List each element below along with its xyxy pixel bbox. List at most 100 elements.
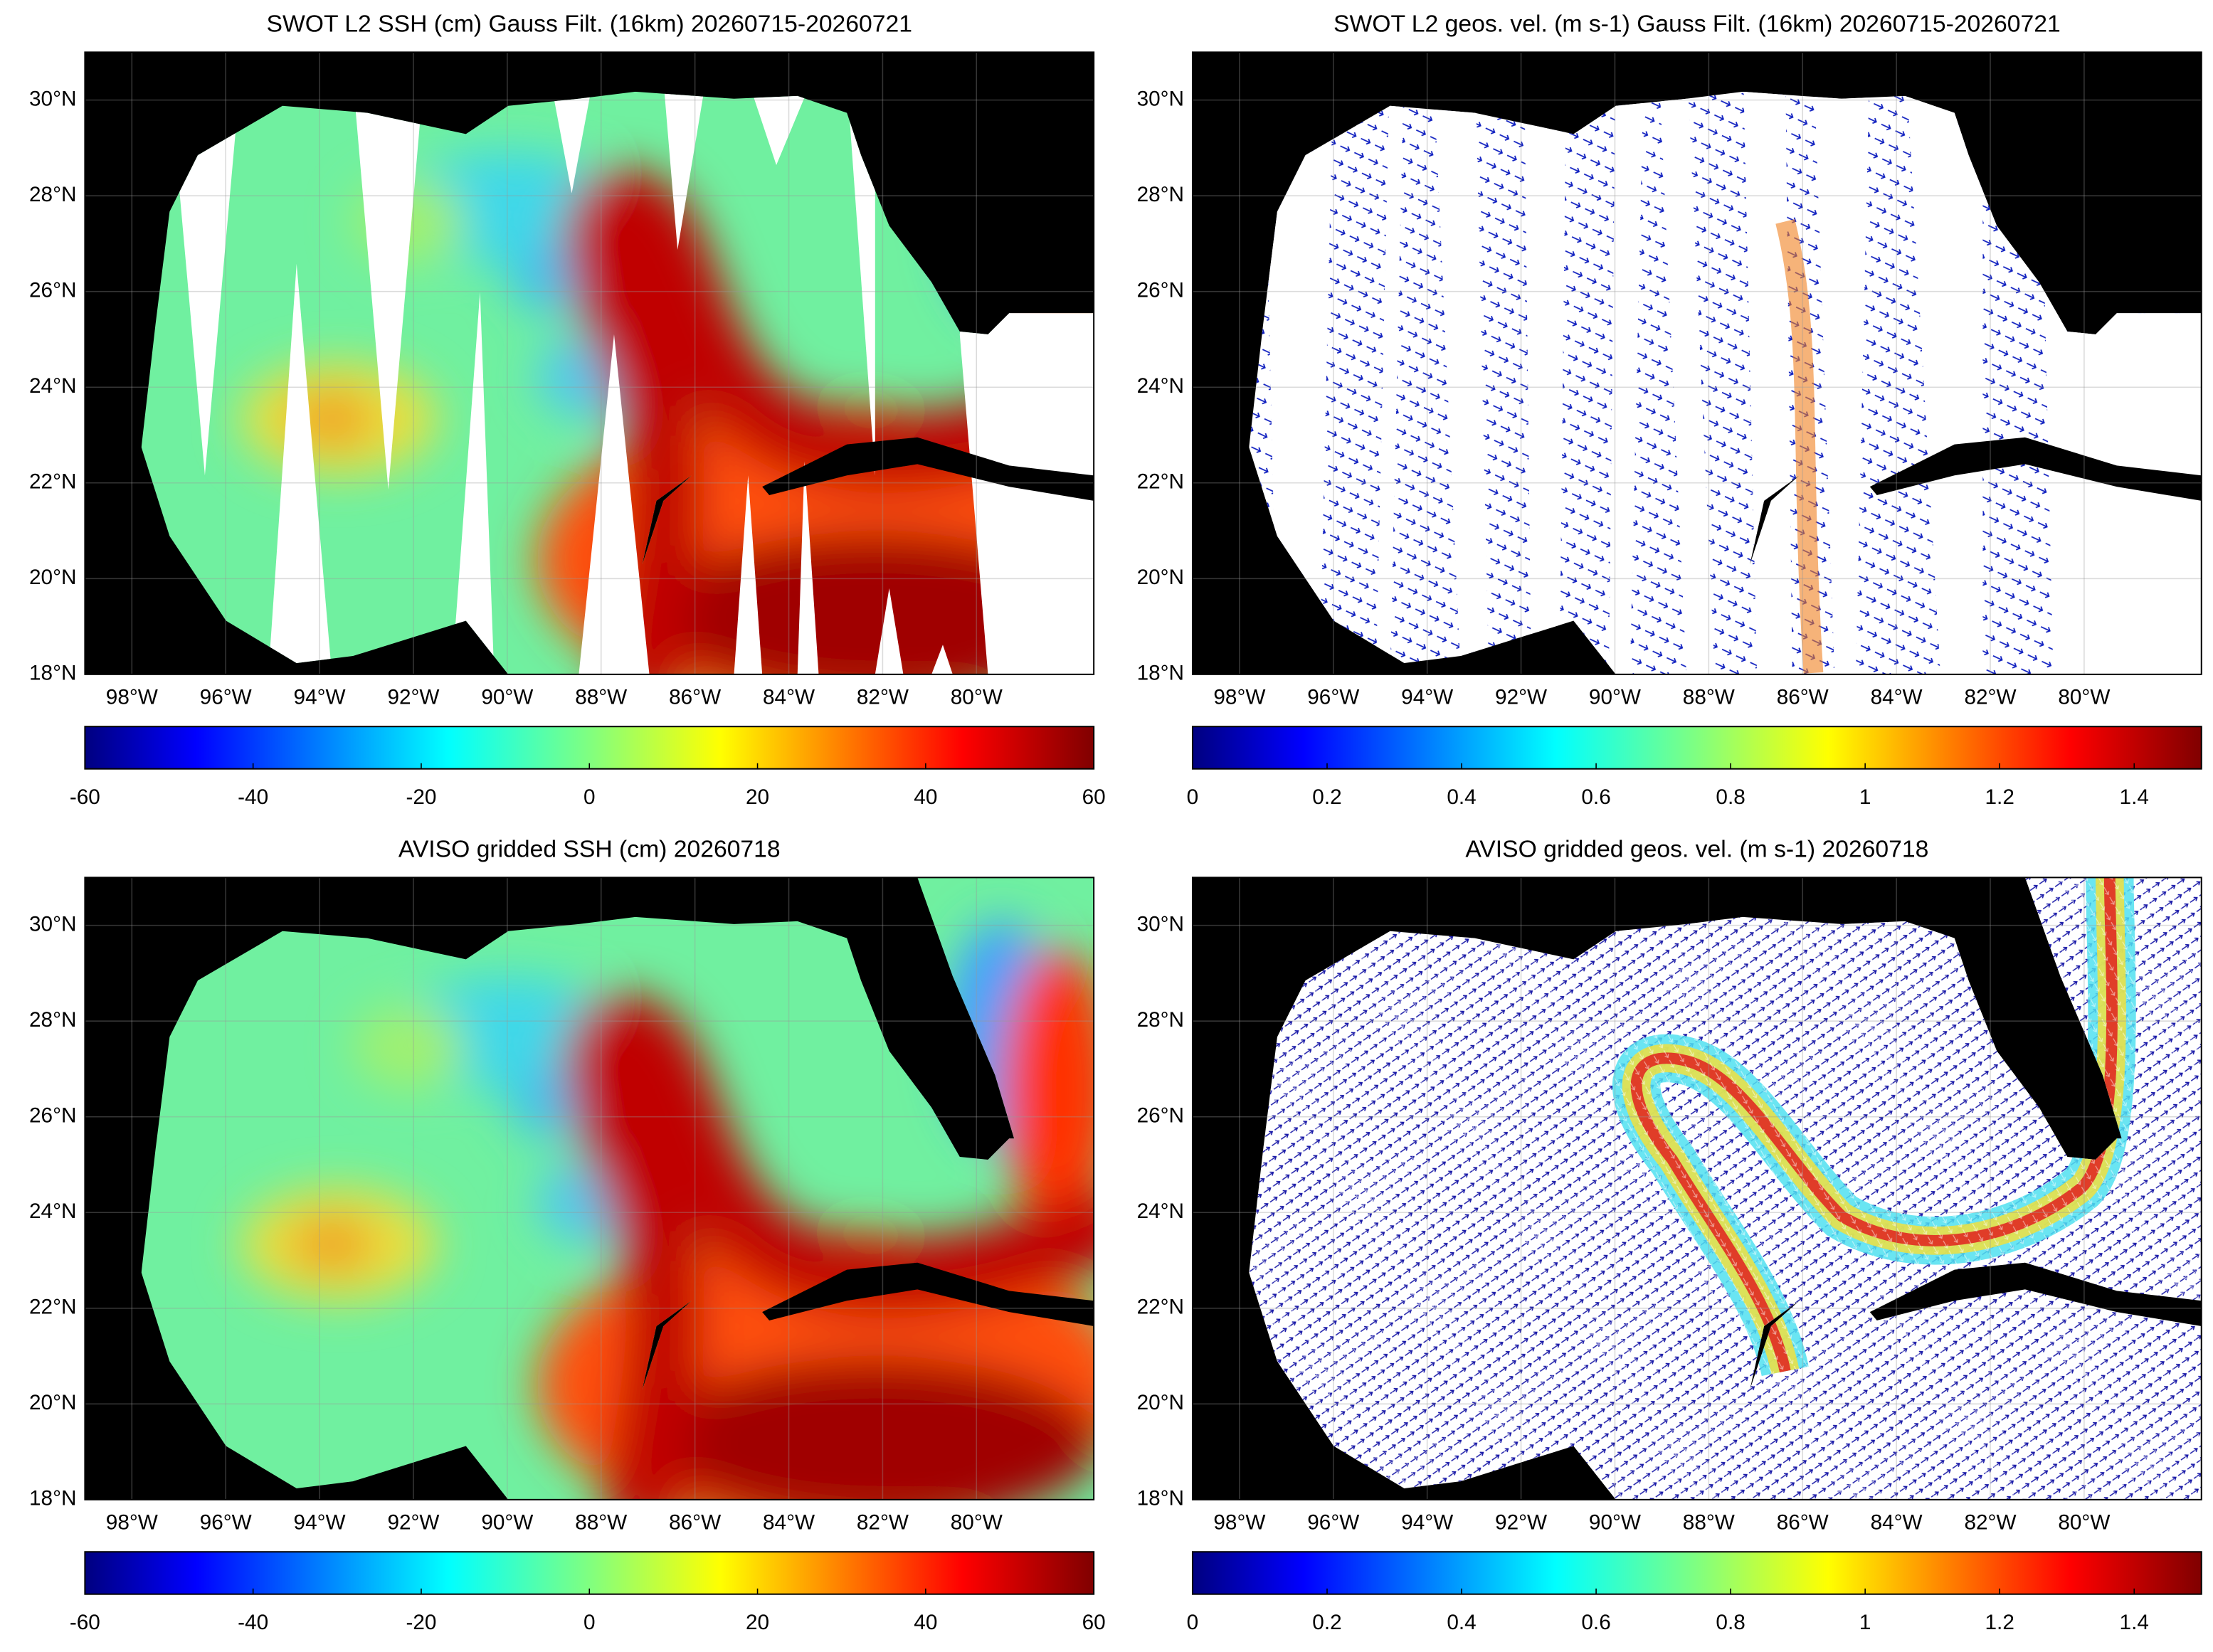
x-tick-label: 90°W	[481, 685, 533, 709]
colorbar-tick-label: 20	[746, 1611, 769, 1634]
colorbar-tick-label: 1.2	[1985, 1611, 2014, 1634]
colorbar	[84, 1551, 1095, 1595]
colorbar-tick-label: -20	[406, 785, 436, 809]
colorbar-tick-label: 1.2	[1985, 785, 2014, 809]
map-frame	[1191, 877, 2202, 1500]
y-tick-label: 30°N	[1137, 913, 1184, 936]
field-blob	[289, 1216, 374, 1273]
swath-gap	[1658, 91, 1715, 674]
swath-gap	[797, 461, 819, 674]
y-tick-label: 26°N	[29, 279, 76, 302]
y-tick-label: 24°N	[29, 374, 76, 398]
colorbar-tick-label: -60	[70, 1611, 100, 1634]
map-panel	[1191, 877, 2202, 1500]
x-tick-label: 94°W	[294, 685, 346, 709]
y-tick-label: 26°N	[29, 1104, 76, 1128]
x-tick-label: 82°W	[857, 685, 909, 709]
x-tick-label: 96°W	[200, 1510, 252, 1534]
colorbar-tick-label: 0.6	[1581, 1611, 1610, 1634]
y-tick-label: 20°N	[29, 1391, 76, 1414]
swath-gap	[1523, 91, 1567, 674]
colorbar-tick-label: 0	[583, 1611, 596, 1634]
x-tick-label: 92°W	[1495, 685, 1547, 709]
x-tick-label: 88°W	[1683, 1510, 1735, 1534]
x-tick-label: 82°W	[857, 1510, 909, 1534]
x-tick-label: 84°W	[1871, 685, 1923, 709]
x-tick-label: 98°W	[106, 1510, 158, 1534]
x-tick-label: 84°W	[763, 1510, 815, 1534]
y-tick-label: 24°N	[1137, 374, 1184, 398]
y-tick-label: 24°N	[29, 1200, 76, 1223]
map-panel	[84, 877, 1095, 1500]
y-tick-label: 20°N	[1137, 566, 1184, 589]
colorbar-tick-label: 40	[914, 1611, 937, 1634]
y-tick-label: 18°N	[29, 1487, 76, 1510]
map-panel	[1191, 51, 2202, 675]
field-blob	[353, 1004, 466, 1089]
swath-gap	[550, 91, 593, 194]
colorbar-tick-label: 20	[746, 785, 769, 809]
x-tick-label: 90°W	[1589, 1510, 1641, 1534]
colorbar-tick-label: 40	[914, 785, 937, 809]
swath-gap	[875, 588, 904, 674]
y-tick-label: 30°N	[29, 913, 76, 936]
swath-gap	[169, 91, 241, 476]
x-tick-label: 94°W	[1401, 685, 1453, 709]
x-tick-label: 86°W	[669, 685, 721, 709]
x-tick-label: 86°W	[669, 1510, 721, 1534]
panel-title: SWOT L2 geos. vel. (m s-1) Gauss Filt. (…	[1333, 11, 2061, 38]
field-blob	[1002, 948, 1094, 1231]
swath-gap	[663, 91, 706, 250]
map-frame	[84, 51, 1095, 675]
colorbar-tick-label: 1.4	[2120, 1611, 2149, 1634]
x-tick-label: 88°W	[575, 685, 627, 709]
y-tick-label: 30°N	[1137, 87, 1184, 110]
colorbar-tick-label: 1	[1859, 1611, 1871, 1634]
panel-title: AVISO gridded geos. vel. (m s-1) 2026071…	[1465, 836, 1928, 863]
x-tick-label: 88°W	[1683, 685, 1735, 709]
x-tick-label: 96°W	[1307, 1510, 1359, 1534]
colorbar-tick-label: 0	[1187, 785, 1199, 809]
colorbar-tick-label: 1	[1859, 785, 1871, 809]
colorbar-tick-label: -20	[406, 1611, 436, 1634]
y-tick-label: 28°N	[1137, 183, 1184, 206]
y-tick-label: 22°N	[29, 470, 76, 494]
colorbar-tick-label: 0.2	[1312, 785, 1341, 809]
x-tick-label: 94°W	[1401, 1510, 1453, 1534]
x-tick-label: 86°W	[1777, 1510, 1829, 1534]
swath-gap	[1905, 91, 1983, 674]
y-tick-label: 30°N	[29, 87, 76, 110]
y-tick-label: 20°N	[29, 566, 76, 589]
x-tick-label: 82°W	[1964, 685, 2016, 709]
swath-gap	[1263, 91, 1334, 674]
y-tick-label: 26°N	[1137, 279, 1184, 302]
swath-gap	[1743, 91, 1792, 674]
panel-title: AVISO gridded SSH (cm) 20260718	[398, 836, 781, 863]
y-tick-label: 28°N	[29, 183, 76, 206]
x-tick-label: 96°W	[1307, 685, 1359, 709]
x-tick-label: 82°W	[1964, 1510, 2016, 1534]
y-tick-label: 28°N	[29, 1008, 76, 1032]
swath-gap	[451, 292, 495, 674]
ocean-field	[141, 877, 1094, 1500]
x-tick-label: 92°W	[387, 1510, 439, 1534]
swath-gap	[1432, 91, 1489, 674]
colorbar-tick-label: -40	[238, 785, 268, 809]
colorbar-tick-label: 0.4	[1447, 1611, 1476, 1634]
x-tick-label: 92°W	[387, 685, 439, 709]
colorbar	[1191, 726, 2202, 770]
y-tick-label: 22°N	[1137, 1296, 1184, 1319]
swath-gap	[734, 475, 763, 674]
colorbar-tick-label: 0	[583, 785, 596, 809]
swath-gap	[1608, 91, 1644, 674]
x-tick-label: 90°W	[481, 1510, 533, 1534]
colorbar-tick-label: 60	[1082, 785, 1106, 809]
panel-title: SWOT L2 SSH (cm) Gauss Filt. (16km) 2026…	[267, 11, 912, 38]
y-tick-label: 22°N	[29, 1296, 76, 1319]
x-tick-label: 90°W	[1589, 685, 1641, 709]
colorbar-tick-label: -40	[238, 1611, 268, 1634]
x-tick-label: 88°W	[575, 1510, 627, 1534]
